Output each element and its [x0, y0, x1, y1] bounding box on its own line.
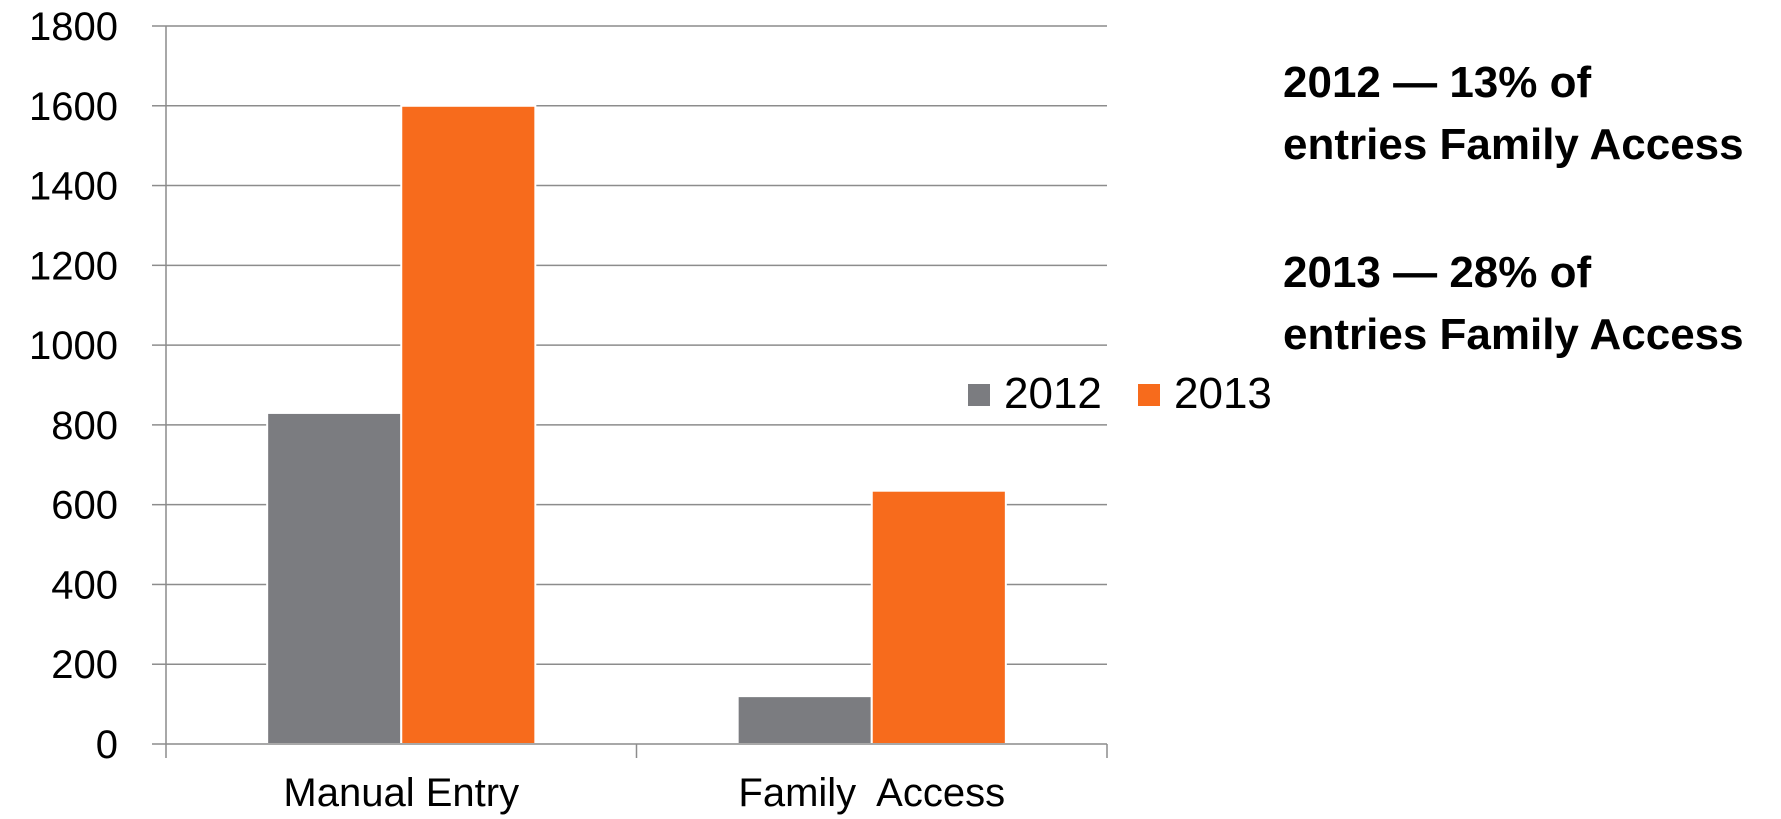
y-tick-label: 1200 — [29, 244, 118, 288]
annotation-2013-line2: entries Family Access — [1283, 310, 1744, 359]
legend: 2012 2013 — [968, 369, 1272, 418]
annotation-2012: 2012 — 13% of entries Family Access — [1283, 52, 1773, 176]
annotation-2013: 2013 — 28% of entries Family Access — [1283, 242, 1773, 366]
axes — [152, 25, 1108, 758]
annotation-2013-line1: 2013 — 28% of — [1283, 248, 1592, 297]
y-tick-label: 600 — [51, 484, 118, 528]
y-tick-label: 1600 — [29, 85, 118, 129]
legend-label-2013: 2013 — [1174, 369, 1272, 418]
y-axis-tick-labels: 0 200 400 600 800 1000 1200 1400 1600 1800 — [29, 5, 118, 767]
y-tick-label: 1000 — [29, 324, 118, 368]
annotation-2012-line2: entries Family Access — [1283, 120, 1744, 169]
annotation-2012-line1: 2012 — 13% of — [1283, 58, 1592, 107]
bar-2013-manual-entry — [400, 104, 537, 746]
legend-swatch-2013 — [1138, 384, 1160, 406]
x-axis-tick-labels: Manual Entry Family Access — [283, 771, 1005, 815]
y-tick-label: 0 — [96, 723, 118, 767]
y-tick-label: 1800 — [29, 5, 118, 49]
y-tick-label: 400 — [51, 563, 118, 607]
y-tick-label: 200 — [51, 643, 118, 687]
legend-swatch-2012 — [968, 384, 990, 406]
bar-2012-manual-entry — [266, 411, 403, 745]
y-tick-label: 1400 — [29, 165, 118, 209]
y-tick-label: 800 — [51, 404, 118, 448]
bars — [266, 104, 1007, 746]
x-tick-label: Manual Entry — [283, 771, 519, 815]
bar-2013-family-access — [870, 489, 1007, 746]
x-tick-label: Family Access — [738, 771, 1005, 815]
annotations: 2012 — 13% of entries Family Access 2013… — [1283, 52, 1773, 432]
bar-2012-family-access — [736, 695, 873, 746]
legend-label-2012: 2012 — [1004, 369, 1102, 418]
